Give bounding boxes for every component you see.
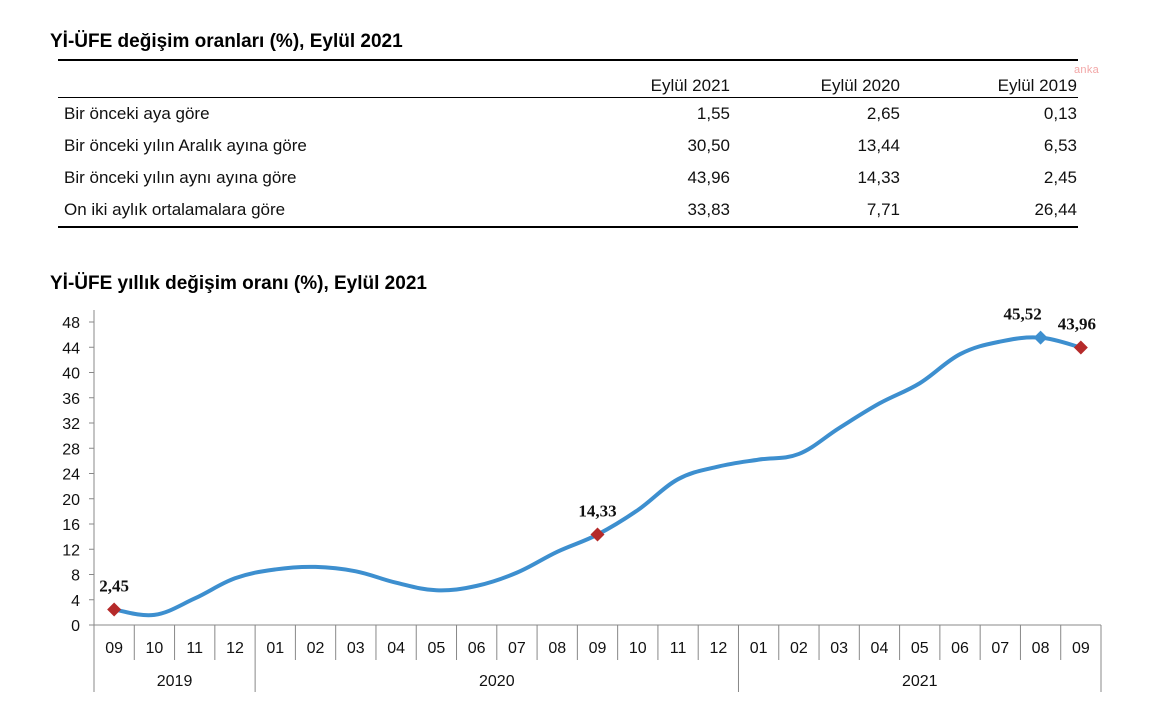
data-point-marker (1073, 340, 1088, 355)
year-label: 2021 (902, 673, 938, 690)
table-header-col: Eylül 2019 (997, 76, 1077, 95)
table-cell: 13,44 (857, 136, 900, 155)
x-tick-label: 03 (830, 640, 848, 657)
table-header-col: Eylül 2021 (650, 76, 730, 95)
y-tick-label: 8 (71, 568, 80, 585)
y-tick-label: 44 (62, 340, 80, 357)
x-tick-label: 06 (468, 640, 486, 657)
table-row: Bir önceki aya göre 1,55 2,65 0,13 (58, 98, 1078, 130)
table-header-row: Eylül 2021 Eylül 2020 Eylül 2019 (58, 61, 1078, 98)
x-tick-label: 10 (146, 640, 164, 657)
y-tick-label: 20 (62, 492, 80, 509)
x-tick-label: 09 (589, 640, 607, 657)
data-label: 14,33 (578, 502, 616, 521)
x-tick-label: 07 (508, 640, 526, 657)
table-row: On iki aylık ortalamalara göre 33,83 7,7… (58, 194, 1078, 226)
data-point-marker (590, 527, 605, 542)
row-label: On iki aylık ortalamalara göre (64, 200, 286, 219)
y-tick-label: 0 (71, 618, 80, 635)
data-label: 43,96 (1058, 315, 1096, 334)
x-tick-label: 07 (991, 640, 1009, 657)
year-label: 2020 (479, 673, 515, 690)
x-tick-label: 08 (548, 640, 566, 657)
row-label: Bir önceki yılın aynı ayına göre (64, 168, 297, 187)
table-title: Yİ-ÜFE değişim oranları (%), Eylül 2021 (50, 31, 403, 52)
y-tick-label: 28 (62, 441, 80, 458)
y-tick-label: 24 (62, 467, 80, 484)
x-tick-label: 06 (951, 640, 969, 657)
table-cell: 6,53 (1043, 136, 1077, 155)
row-label: Bir önceki yılın Aralık ayına göre (64, 136, 307, 155)
table-row: Bir önceki yılın Aralık ayına göre 30,50… (58, 130, 1078, 162)
y-tick-label: 32 (62, 416, 80, 433)
x-tick-label: 05 (427, 640, 445, 657)
table-cell: 2,45 (1043, 168, 1077, 187)
table-cell: 7,71 (866, 200, 900, 219)
y-tick-label: 48 (62, 315, 80, 332)
change-rates-table: Eylül 2021 Eylül 2020 Eylül 2019 Bir önc… (58, 59, 1078, 228)
y-tick-label: 16 (62, 517, 80, 534)
table-cell: 33,83 (687, 200, 730, 219)
chart-title: Yİ-ÜFE yıllık değişim oranı (%), Eylül 2… (50, 273, 427, 294)
table-cell: 30,50 (687, 136, 730, 155)
x-tick-label: 11 (186, 640, 203, 657)
table-header-col: Eylül 2020 (820, 76, 900, 95)
table-row: Bir önceki yılın aynı ayına göre 43,96 1… (58, 162, 1078, 194)
data-point-marker (107, 602, 122, 617)
table-cell: 26,44 (1034, 200, 1077, 219)
x-tick-label: 04 (387, 640, 405, 657)
table-cell: 0,13 (1043, 104, 1077, 123)
data-label: 2,45 (99, 577, 129, 596)
x-tick-label: 09 (105, 640, 123, 657)
row-label: Bir önceki aya göre (64, 104, 210, 123)
y-tick-label: 12 (62, 542, 80, 559)
watermark-logo: anka (1074, 64, 1100, 76)
year-label: 2019 (157, 673, 193, 690)
table-cell: 43,96 (687, 168, 730, 187)
x-tick-label: 10 (629, 640, 647, 657)
x-tick-label: 09 (1072, 640, 1090, 657)
y-tick-label: 4 (71, 593, 80, 610)
y-tick-label: 40 (62, 366, 80, 383)
x-tick-label: 08 (1032, 640, 1050, 657)
x-tick-label: 12 (709, 640, 727, 657)
x-tick-label: 04 (871, 640, 889, 657)
series-line (113, 335, 1082, 618)
table-cell: 1,55 (696, 104, 730, 123)
x-tick-label: 01 (266, 640, 284, 657)
table-cell: 2,65 (866, 104, 900, 123)
x-tick-label: 02 (790, 640, 808, 657)
x-tick-label: 05 (911, 640, 929, 657)
x-tick-label: 12 (226, 640, 244, 657)
data-label: 45,52 (1003, 305, 1041, 324)
data-point-marker (1033, 330, 1048, 345)
y-tick-label: 36 (62, 391, 80, 408)
x-tick-label: 11 (670, 640, 687, 657)
x-tick-label: 03 (347, 640, 365, 657)
x-tick-label: 01 (750, 640, 768, 657)
x-tick-label: 02 (307, 640, 325, 657)
table-cell: 14,33 (857, 168, 900, 187)
